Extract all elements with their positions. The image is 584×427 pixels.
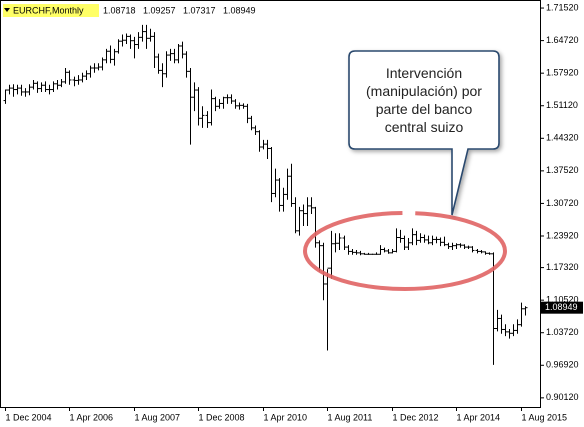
y-tick-label: 1.10520 (546, 295, 579, 305)
header-open: 1.08718 (103, 5, 136, 15)
y-tick-label: 1.23920 (546, 230, 579, 240)
y-tick-label: 1.37520 (546, 165, 579, 175)
chart-title: EURCHF,Monthly (13, 5, 84, 15)
y-tick-label: 0.90120 (546, 392, 579, 402)
x-tick-label: 1 Dec 2012 (393, 412, 439, 422)
x-tick-label: 1 Aug 2007 (135, 412, 181, 422)
callout-box (348, 50, 500, 216)
symbol-highlight (3, 4, 99, 17)
header-close: 1.08949 (223, 5, 256, 15)
y-tick-label: 1.71520 (546, 2, 579, 12)
y-tick-label: 1.57920 (546, 68, 579, 78)
header-low: 1.07317 (183, 5, 216, 15)
highlight-ellipse (303, 211, 507, 291)
y-tick-label: 1.17320 (546, 262, 579, 272)
y-tick-label: 1.51120 (546, 100, 578, 110)
symbol-marker (4, 8, 10, 12)
x-tick-label: 1 Aug 2011 (328, 412, 373, 422)
x-tick-label: 1 Apr 2006 (70, 412, 114, 422)
callout-text: Intervención (manipulación) por parte de… (366, 65, 482, 135)
x-tick-label: 1 Apr 2010 (264, 412, 308, 422)
y-tick-label: 1.03720 (546, 327, 579, 337)
price-box (541, 301, 583, 314)
y-tick-label: 1.30720 (546, 198, 579, 208)
y-tick-label: 0.96920 (546, 360, 579, 370)
price-label: 1.08949 (545, 302, 578, 312)
header-high: 1.09257 (143, 5, 176, 15)
x-tick-label: 1 Aug 2015 (522, 412, 568, 422)
x-tick-label: 1 Dec 2004 (6, 412, 52, 422)
x-tick-label: 1 Apr 2014 (457, 412, 501, 422)
x-tick-label: 1 Dec 2008 (199, 412, 245, 422)
y-tick-label: 1.64720 (546, 35, 579, 45)
y-tick-label: 1.44320 (546, 133, 579, 143)
